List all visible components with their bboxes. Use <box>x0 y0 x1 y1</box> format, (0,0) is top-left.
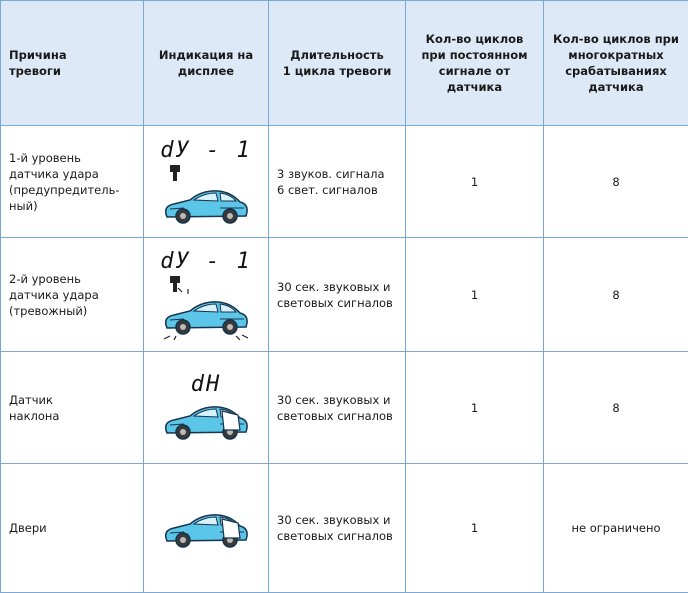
cause-text: наклона <box>9 408 60 423</box>
row: 2-й уровень датчика удара (тревожный) dУ -… <box>0 237 688 352</box>
multiple-cell: 8 <box>543 125 688 238</box>
car-icon <box>164 164 248 224</box>
duration-cell: 30 сек. звуковых и световых сигналов <box>268 237 406 352</box>
cause-text: ный) <box>9 198 38 213</box>
duration-text: 30 сек. звуковых и <box>277 392 391 407</box>
cause-cell: Датчик наклона <box>0 351 144 464</box>
duration-text: световых сигналов <box>277 529 393 543</box>
duration-text: 3 звуков. сигнала <box>277 166 385 181</box>
header-text: при постоянном <box>421 48 528 62</box>
header-cell: Кол-во циклов при постоянном сигнале от дат… <box>405 0 544 126</box>
duration-cell: 30 сек. звуковых и световых сигналов <box>268 351 406 464</box>
duration-text: 30 сек. звуковых и <box>277 279 391 294</box>
header-text: датчика <box>446 80 503 94</box>
cause-text: (тревожный) <box>9 303 88 318</box>
display-cell: dH <box>143 351 269 464</box>
header-cell: Индикация на дисплее <box>143 0 269 126</box>
header-text: многократных <box>568 48 664 62</box>
header-cell: Кол-во циклов при многократных срабатывани… <box>543 0 688 126</box>
cause-text: (предупредитель- <box>9 182 120 197</box>
multiple-cell: не ограничено <box>543 463 688 593</box>
header-text: датчика <box>588 80 644 94</box>
display-cell <box>143 463 269 593</box>
row: Двери 30 сек. звуковых и световых сигнало… <box>0 463 688 593</box>
display-code: dH <box>190 371 222 397</box>
display-code: dУ - 1 <box>160 137 252 163</box>
multiple-cell: 8 <box>543 351 688 464</box>
row: 1-й уровень датчика удара (предупредитель-… <box>0 125 688 238</box>
cause-cell: 1-й уровень датчика удара (предупредитель-… <box>0 125 144 238</box>
header-text: сигнале от <box>438 64 511 78</box>
duration-cell: 30 сек. звуковых и световых сигналов <box>268 463 406 593</box>
cause-text: Датчик <box>9 392 53 407</box>
constant-cell: 1 <box>405 125 544 238</box>
car-icon <box>164 514 248 548</box>
header-text: Причина <box>9 48 67 62</box>
duration-text: световых сигналов <box>277 295 393 310</box>
header-cell: Причина тревоги <box>0 0 144 126</box>
duration-text: 30 сек. звуковых и <box>277 513 391 527</box>
cause-text: датчика удара <box>9 287 99 302</box>
row: Датчик наклона dH 30 сек. звуковых и свето… <box>0 351 688 464</box>
cause-cell: Двери <box>0 463 144 593</box>
header-text: Индикация на <box>158 48 254 62</box>
cause-text: Двери <box>9 521 47 535</box>
header-text: Кол-во циклов при <box>553 32 679 46</box>
car-icon <box>164 405 248 440</box>
header-text: тревоги <box>9 64 61 78</box>
header-row: Причина тревоги Индикация на дисплее Длите… <box>0 0 688 126</box>
header-text: Кол-во циклов <box>425 32 524 46</box>
constant-cell: 1 <box>405 463 544 593</box>
car-icon <box>163 275 249 340</box>
cause-text: 1-й уровень <box>9 150 81 165</box>
display-cell: dУ - 1 <box>143 237 269 352</box>
cause-text: 2-й уровень <box>9 271 81 286</box>
multiple-cell: 8 <box>543 237 688 352</box>
duration-text: 6 свет. сигналов <box>277 182 378 197</box>
display-code: dУ - 1 <box>160 248 252 274</box>
duration-cell: 3 звуков. сигнала 6 свет. сигналов <box>268 125 406 238</box>
cause-cell: 2-й уровень датчика удара (тревожный) <box>0 237 144 352</box>
duration-text: световых сигналов <box>277 408 393 423</box>
header-text: дисплее <box>177 64 235 78</box>
cause-text: датчика удара <box>9 166 99 181</box>
header-text: Длительность <box>290 48 384 62</box>
constant-cell: 1 <box>405 237 544 352</box>
display-cell: dУ - 1 <box>143 125 269 238</box>
header-cell: Длительность 1 цикла тревоги <box>268 0 406 126</box>
constant-cell: 1 <box>405 351 544 464</box>
header-text: срабатываниях <box>565 64 667 78</box>
header-text: 1 цикла тревоги <box>282 64 392 78</box>
